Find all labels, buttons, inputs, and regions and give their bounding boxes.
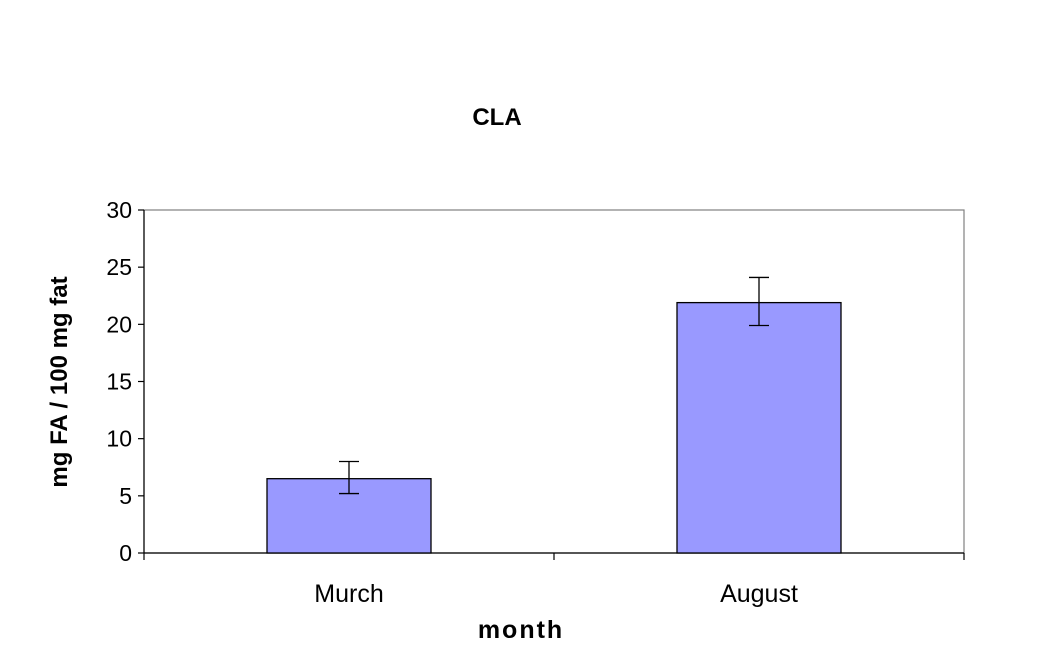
y-tick-label: 30 — [106, 197, 132, 223]
y-tick-label: 20 — [106, 311, 132, 337]
x-axis: Murch August — [143, 552, 965, 608]
bar — [676, 301, 842, 554]
y-tick-label: 5 — [119, 483, 132, 509]
bars — [266, 301, 842, 554]
y-axis-label: mg FA / 100 mg fat — [46, 276, 73, 487]
y-tick-label: 0 — [119, 540, 132, 566]
x-axis-label: month — [478, 616, 564, 644]
x-tick-label: August — [720, 580, 798, 608]
error-bars — [339, 276, 769, 495]
x-tick-label: Murch — [314, 580, 383, 608]
y-tick-label: 25 — [106, 254, 132, 280]
plot-area: 0 5 10 15 20 25 30 Murch August — [106, 197, 965, 608]
y-tick-label: 15 — [106, 369, 132, 395]
y-tick-label: 10 — [106, 426, 132, 452]
chart-title: CLA — [472, 104, 521, 131]
y-axis: 0 5 10 15 20 25 30 — [106, 197, 145, 566]
